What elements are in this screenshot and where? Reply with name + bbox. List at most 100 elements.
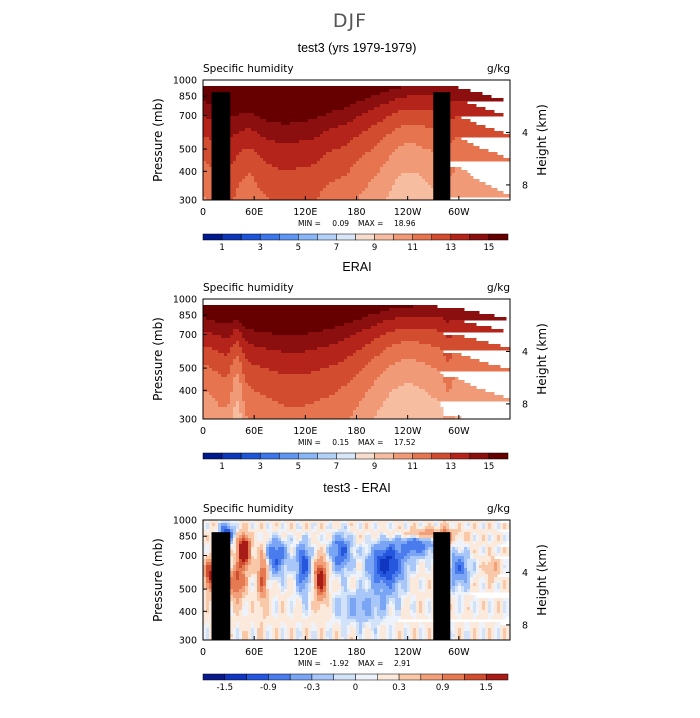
contour-fill: [233, 556, 237, 560]
contour-fill: [371, 622, 381, 626]
contour-fill: [443, 520, 447, 524]
contour-fill: [236, 550, 240, 554]
contour-fill: [377, 565, 381, 569]
contour-fill: [260, 586, 264, 590]
contour-fill: [362, 586, 366, 590]
contour-fill: [338, 341, 372, 345]
contour-fill: [353, 547, 357, 551]
contour-fill: [272, 398, 321, 402]
contour-fill: [332, 520, 342, 524]
contour-fill: [260, 625, 264, 629]
contour-fill: [407, 95, 435, 99]
contour-fill: [233, 197, 270, 201]
contour-fill: [257, 577, 261, 581]
contour-fill: [365, 634, 372, 638]
contour-fill: [218, 401, 231, 405]
contour-fill: [281, 592, 285, 596]
contour-fill: [287, 547, 291, 551]
contour-fill: [413, 383, 447, 387]
contour-fill: [371, 526, 375, 530]
contour-fill: [371, 544, 375, 548]
contour-fill: [203, 92, 381, 96]
contour-fill: [335, 616, 348, 620]
stats-max-value: 2.91: [394, 659, 411, 668]
contour-fill: [410, 526, 417, 530]
contour-fill: [500, 571, 504, 575]
contour-fill: [371, 535, 378, 539]
contour-fill: [335, 577, 339, 581]
contour-fill: [344, 589, 348, 593]
contour-fill: [392, 607, 396, 611]
contour-fill: [341, 550, 348, 554]
contour-fill: [332, 541, 336, 545]
contour-fill: [278, 401, 315, 405]
contour-fill: [341, 547, 348, 551]
contour-fill: [323, 598, 330, 602]
contour-fill: [236, 538, 240, 542]
contour-fill: [485, 538, 489, 542]
contour-fill: [314, 547, 318, 551]
contour-fill: [500, 535, 504, 539]
contour-fill: [269, 532, 273, 536]
contour-fill: [368, 586, 372, 590]
contour-fill: [500, 562, 504, 566]
contour-fill: [233, 413, 243, 417]
contour-fill: [368, 580, 372, 584]
contour-fill: [419, 341, 489, 345]
contour-fill: [248, 553, 252, 557]
contour-fill: [281, 577, 285, 581]
contour-fill: [362, 625, 366, 629]
contour-fill: [299, 562, 303, 566]
contour-fill: [308, 541, 312, 545]
contour-fill: [473, 541, 477, 545]
field-label: Specific humidity: [203, 63, 294, 75]
contour-fill: [425, 637, 429, 641]
contour-fill: [236, 601, 240, 605]
contour-fill: [275, 628, 279, 632]
contour-fill: [353, 556, 366, 560]
y-tick-label: 700: [179, 330, 197, 341]
contour-fill: [449, 532, 453, 536]
contour-fill: [281, 565, 285, 569]
x-tick-label: 60E: [245, 207, 263, 218]
contour-fill: [203, 401, 219, 405]
contour-fill: [305, 586, 309, 590]
y-tick-label: 1000: [173, 76, 197, 87]
contour-fill: [506, 586, 510, 590]
contour-fill: [392, 628, 396, 632]
contour-fill: [374, 565, 378, 569]
contour-fill: [356, 538, 366, 542]
contour-fill: [482, 544, 486, 548]
contour-fill: [278, 562, 282, 566]
contour-fill: [329, 565, 333, 569]
contour-fill: [464, 637, 471, 641]
contour-fill: [479, 583, 483, 587]
contour-fill: [347, 544, 351, 548]
contour-fill: [371, 547, 387, 551]
contour-fill: [482, 604, 486, 608]
x-tick-label: 60E: [245, 426, 263, 437]
colorbar-swatch: [240, 233, 261, 241]
contour-fill: [392, 601, 396, 605]
contour-fill: [389, 529, 393, 533]
contour-fill: [338, 634, 342, 638]
stats-max-value: 18.96: [394, 219, 416, 228]
contour-fill: [350, 601, 357, 605]
contour-fill: [242, 595, 246, 599]
contour-fill: [356, 628, 360, 632]
contour-fill: [401, 634, 405, 638]
contour-fill: [287, 604, 291, 608]
colorbar-swatch: [289, 673, 313, 681]
contour-fill: [395, 586, 399, 590]
contour-fill: [500, 547, 504, 551]
contour-fill: [404, 532, 420, 536]
contour-fill: [317, 538, 321, 542]
contour-fill: [302, 625, 312, 629]
contour-fill: [470, 526, 474, 530]
contour-fill: [491, 604, 495, 608]
contour-fill: [452, 538, 456, 542]
contour-fill: [458, 583, 462, 587]
contour-fill: [230, 523, 240, 527]
contour-fill: [344, 541, 351, 545]
contour-fill: [263, 613, 270, 617]
